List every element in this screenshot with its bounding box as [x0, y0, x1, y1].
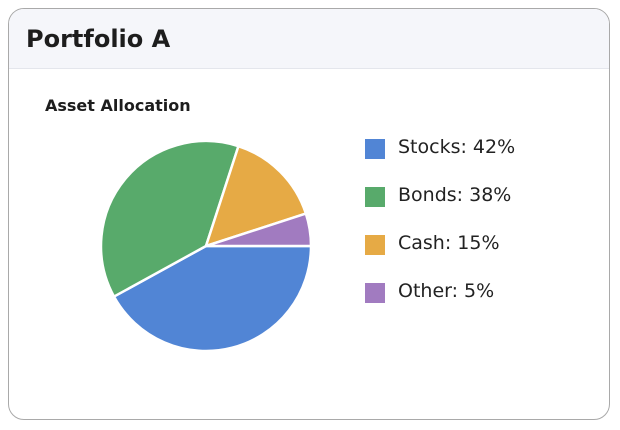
pie-slice-stocks: [112, 244, 313, 353]
card-header: Portfolio A: [9, 9, 609, 69]
pie-slice-bonds: [99, 139, 240, 298]
legend-swatch-bonds: [365, 187, 385, 207]
pie-chart: [99, 139, 313, 353]
legend-swatch-other: [365, 283, 385, 303]
legend-label-other: Other: 5%: [398, 280, 495, 302]
legend-label-bonds: Bonds: 38%: [398, 184, 512, 206]
portfolio-card: Portfolio A Asset Allocation Stocks: 42%…: [8, 8, 610, 420]
page-title: Portfolio A: [26, 25, 171, 53]
legend-swatch-stocks: [365, 139, 385, 159]
legend-swatch-cash: [365, 235, 385, 255]
legend-label-stocks: Stocks: 42%: [398, 136, 516, 158]
chart-title: Asset Allocation: [45, 96, 191, 115]
legend-label-cash: Cash: 15%: [398, 232, 500, 254]
pie-slice-other: [204, 212, 313, 248]
